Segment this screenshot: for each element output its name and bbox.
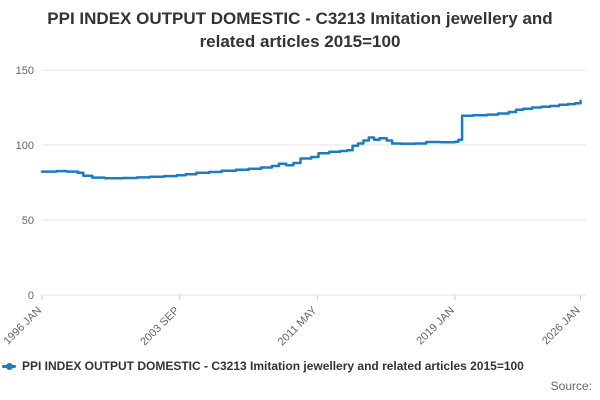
x-axis-tick-label: 1996 JAN bbox=[1, 305, 44, 348]
series-line[interactable] bbox=[40, 99, 582, 180]
x-axis-tick-label: 2019 JAN bbox=[414, 305, 457, 348]
x-axis-tick-label: 2003 SEP bbox=[138, 305, 182, 349]
chart-title: PPI INDEX OUTPUT DOMESTIC - C3213 Imitat… bbox=[47, 9, 553, 51]
x-axis-tick-label: 2026 JAN bbox=[540, 305, 583, 348]
legend-line-marker-icon bbox=[2, 362, 16, 370]
y-axis-tick-label: 100 bbox=[16, 140, 34, 152]
source-caption: Source: bbox=[550, 379, 592, 393]
chart-plot[interactable]: 0 50 100 150 1996 JAN 2003 SEP 2011 MAY 2019 JA… bbox=[0, 45, 600, 355]
y-axis-tick-label: 150 bbox=[16, 65, 34, 77]
x-axis-tick-label: 2011 MAY bbox=[276, 304, 320, 348]
legend-label: PPI INDEX OUTPUT DOMESTIC - C3213 Imitat… bbox=[22, 359, 524, 373]
y-axis-tick-label: 0 bbox=[28, 290, 34, 302]
legend-item[interactable]: PPI INDEX OUTPUT DOMESTIC - C3213 Imitat… bbox=[0, 357, 600, 375]
y-axis-tick-label: 50 bbox=[22, 215, 34, 227]
